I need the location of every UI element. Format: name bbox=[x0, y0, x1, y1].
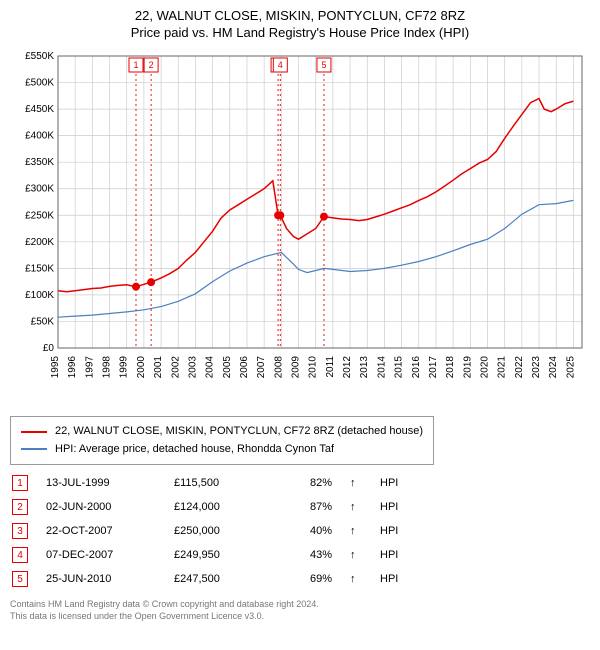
legend-label-property: 22, WALNUT CLOSE, MISKIN, PONTYCLUN, CF7… bbox=[55, 423, 423, 441]
svg-text:1999: 1999 bbox=[119, 356, 130, 379]
tx-price: £249,950 bbox=[174, 549, 264, 561]
svg-text:2005: 2005 bbox=[222, 356, 233, 379]
svg-text:2015: 2015 bbox=[394, 356, 405, 379]
tx-index-box: 1 bbox=[12, 475, 28, 491]
legend-swatch-hpi bbox=[21, 448, 47, 450]
svg-text:2023: 2023 bbox=[531, 356, 542, 379]
tx-ref: HPI bbox=[380, 573, 410, 585]
legend-swatch-property bbox=[21, 431, 47, 433]
svg-text:1997: 1997 bbox=[84, 356, 95, 379]
footnote-line1: Contains HM Land Registry data © Crown c… bbox=[10, 599, 590, 611]
table-row: 2 02-JUN-2000 £124,000 87% ↑ HPI bbox=[10, 495, 590, 519]
chart-container: 22, WALNUT CLOSE, MISKIN, PONTYCLUN, CF7… bbox=[0, 0, 600, 631]
tx-date: 07-DEC-2007 bbox=[46, 549, 156, 561]
up-arrow-icon: ↑ bbox=[350, 549, 362, 561]
svg-text:2017: 2017 bbox=[428, 356, 439, 379]
up-arrow-icon: ↑ bbox=[350, 573, 362, 585]
svg-text:2021: 2021 bbox=[497, 356, 508, 379]
chart: £0 £50K £100K £150K £200K £250K £300K £350K £400… bbox=[10, 48, 590, 408]
svg-text:£500K: £500K bbox=[25, 78, 54, 89]
svg-text:2002: 2002 bbox=[170, 356, 181, 379]
legend-label-hpi: HPI: Average price, detached house, Rhon… bbox=[55, 441, 334, 459]
tx-price: £250,000 bbox=[174, 525, 264, 537]
tx-pct: 69% bbox=[282, 573, 332, 585]
tx-price: £115,500 bbox=[174, 477, 264, 489]
svg-text:2010: 2010 bbox=[308, 356, 319, 379]
svg-text:£0: £0 bbox=[43, 343, 55, 354]
svg-text:£400K: £400K bbox=[25, 131, 54, 142]
svg-text:£250K: £250K bbox=[25, 210, 54, 221]
svg-text:2003: 2003 bbox=[187, 356, 198, 379]
title-block: 22, WALNUT CLOSE, MISKIN, PONTYCLUN, CF7… bbox=[10, 8, 590, 40]
svg-text:2013: 2013 bbox=[359, 356, 370, 379]
tx-pct: 82% bbox=[282, 477, 332, 489]
table-row: 1 13-JUL-1999 £115,500 82% ↑ HPI bbox=[10, 471, 590, 495]
svg-text:2011: 2011 bbox=[325, 356, 336, 378]
svg-text:2020: 2020 bbox=[480, 356, 491, 379]
transaction-table: 1 13-JUL-1999 £115,500 82% ↑ HPI 2 02-JUN-2000 £… bbox=[10, 471, 590, 591]
tx-index-box: 4 bbox=[12, 547, 28, 563]
svg-text:2025: 2025 bbox=[565, 356, 576, 379]
svg-text:2007: 2007 bbox=[256, 356, 267, 379]
svg-text:2001: 2001 bbox=[153, 356, 164, 379]
svg-text:1995: 1995 bbox=[50, 356, 61, 379]
tx-ref: HPI bbox=[380, 525, 410, 537]
up-arrow-icon: ↑ bbox=[350, 525, 362, 537]
svg-text:1998: 1998 bbox=[102, 356, 113, 379]
svg-text:2008: 2008 bbox=[273, 356, 284, 379]
svg-text:4: 4 bbox=[278, 60, 283, 70]
svg-text:1996: 1996 bbox=[67, 356, 78, 379]
tx-pct: 40% bbox=[282, 525, 332, 537]
svg-text:2009: 2009 bbox=[291, 356, 302, 379]
tx-date: 25-JUN-2010 bbox=[46, 573, 156, 585]
svg-text:2014: 2014 bbox=[376, 356, 387, 379]
title-subtitle: Price paid vs. HM Land Registry's House … bbox=[10, 25, 590, 40]
tx-ref: HPI bbox=[380, 477, 410, 489]
tx-price: £247,500 bbox=[174, 573, 264, 585]
up-arrow-icon: ↑ bbox=[350, 501, 362, 513]
tx-date: 13-JUL-1999 bbox=[46, 477, 156, 489]
svg-text:£100K: £100K bbox=[25, 290, 54, 301]
tx-ref: HPI bbox=[380, 501, 410, 513]
table-row: 5 25-JUN-2010 £247,500 69% ↑ HPI bbox=[10, 567, 590, 591]
tx-ref: HPI bbox=[380, 549, 410, 561]
svg-text:5: 5 bbox=[321, 60, 326, 70]
svg-text:2004: 2004 bbox=[205, 356, 216, 379]
legend-item-property: 22, WALNUT CLOSE, MISKIN, PONTYCLUN, CF7… bbox=[21, 423, 423, 441]
svg-text:2016: 2016 bbox=[411, 356, 422, 379]
svg-text:£50K: £50K bbox=[31, 316, 55, 327]
svg-text:£150K: £150K bbox=[25, 263, 54, 274]
svg-text:2: 2 bbox=[149, 60, 154, 70]
svg-text:£450K: £450K bbox=[25, 104, 54, 115]
tx-pct: 87% bbox=[282, 501, 332, 513]
tx-index-box: 5 bbox=[12, 571, 28, 587]
svg-text:2012: 2012 bbox=[342, 356, 353, 379]
svg-text:2006: 2006 bbox=[239, 356, 250, 379]
tx-index-box: 3 bbox=[12, 523, 28, 539]
tx-index-box: 2 bbox=[12, 499, 28, 515]
legend: 22, WALNUT CLOSE, MISKIN, PONTYCLUN, CF7… bbox=[10, 416, 434, 465]
svg-text:2024: 2024 bbox=[548, 356, 559, 379]
up-arrow-icon: ↑ bbox=[350, 477, 362, 489]
footnote: Contains HM Land Registry data © Crown c… bbox=[10, 599, 590, 622]
footnote-line2: This data is licensed under the Open Gov… bbox=[10, 611, 590, 623]
tx-date: 02-JUN-2000 bbox=[46, 501, 156, 513]
svg-text:2022: 2022 bbox=[514, 356, 525, 379]
svg-text:2000: 2000 bbox=[136, 356, 147, 379]
legend-item-hpi: HPI: Average price, detached house, Rhon… bbox=[21, 441, 423, 459]
tx-date: 22-OCT-2007 bbox=[46, 525, 156, 537]
table-row: 4 07-DEC-2007 £249,950 43% ↑ HPI bbox=[10, 543, 590, 567]
svg-text:1: 1 bbox=[133, 60, 138, 70]
svg-text:2018: 2018 bbox=[445, 356, 456, 379]
svg-text:£300K: £300K bbox=[25, 184, 54, 195]
tx-pct: 43% bbox=[282, 549, 332, 561]
svg-text:£350K: £350K bbox=[25, 157, 54, 168]
table-row: 3 22-OCT-2007 £250,000 40% ↑ HPI bbox=[10, 519, 590, 543]
svg-text:£550K: £550K bbox=[25, 51, 54, 62]
svg-text:£200K: £200K bbox=[25, 237, 54, 248]
chart-svg: £0 £50K £100K £150K £200K £250K £300K £350K £400… bbox=[10, 48, 590, 408]
tx-price: £124,000 bbox=[174, 501, 264, 513]
title-address: 22, WALNUT CLOSE, MISKIN, PONTYCLUN, CF7… bbox=[10, 8, 590, 23]
svg-text:2019: 2019 bbox=[462, 356, 473, 379]
